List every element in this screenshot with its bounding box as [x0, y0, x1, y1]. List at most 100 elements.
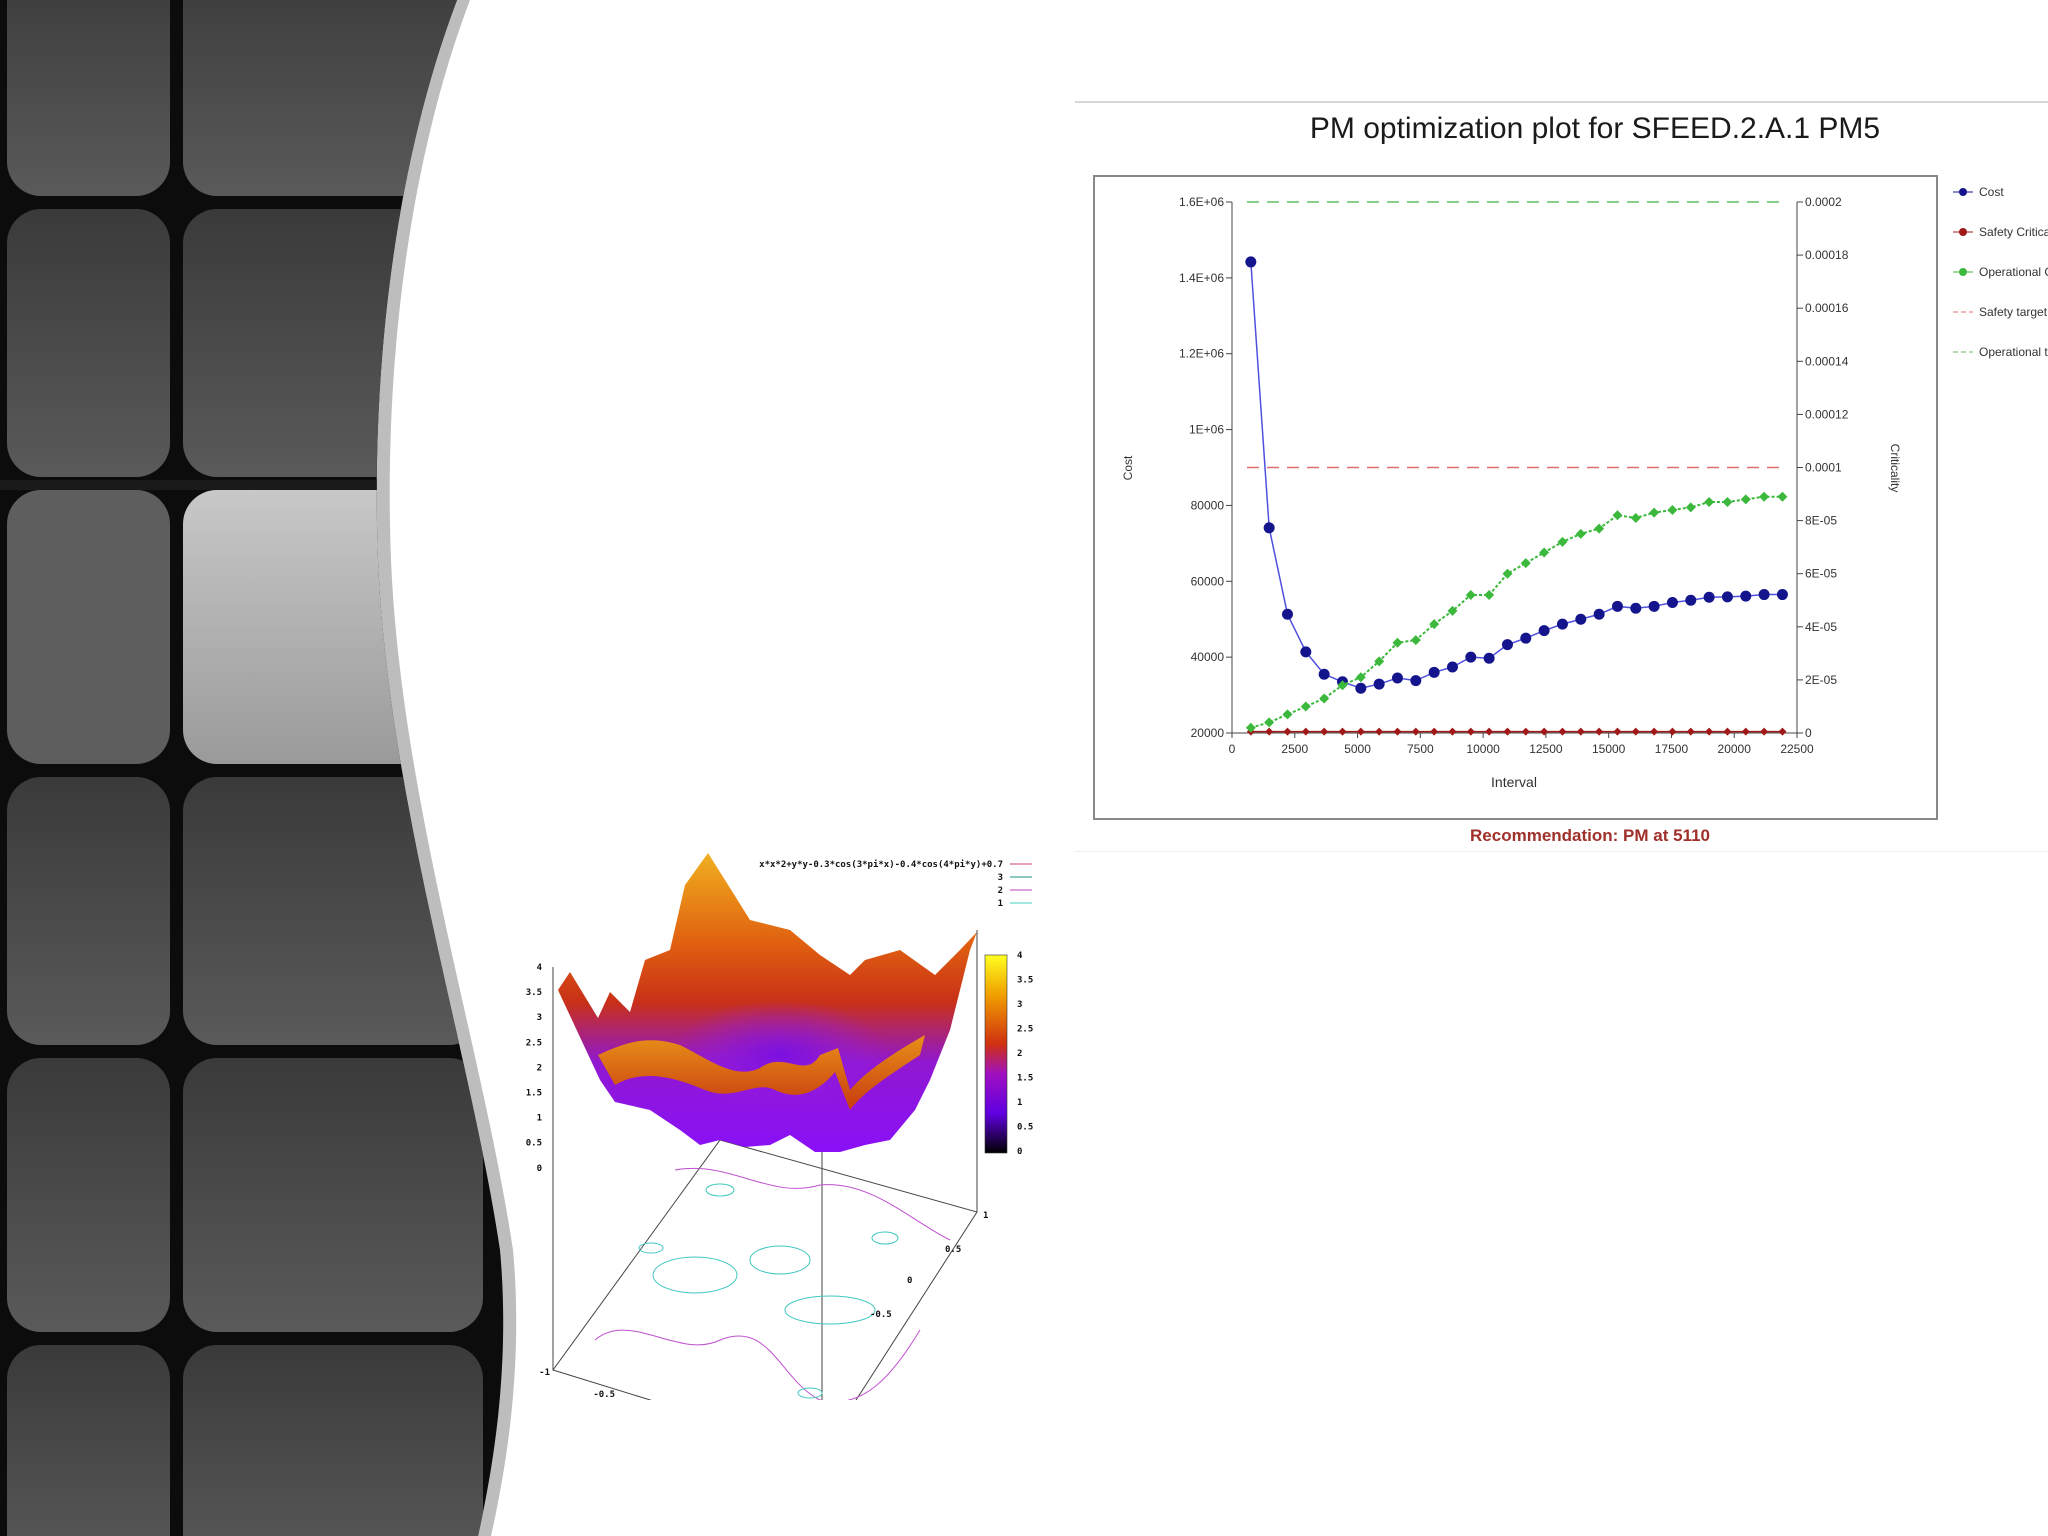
x-tick-label: 0	[1229, 742, 1236, 756]
y-tick-label: 0.5	[945, 1245, 961, 1255]
z-tick-label: 2.5	[526, 1038, 542, 1048]
safety-criticality-point	[1503, 727, 1512, 736]
y2-tick-label: 2E-05	[1805, 673, 1837, 687]
safety-criticality-point	[1301, 727, 1310, 736]
safety-criticality-point	[1778, 727, 1787, 736]
safety-criticality-point	[1650, 727, 1659, 736]
x-tick-label: 12500	[1529, 742, 1563, 756]
y-tick-label: 40000	[1191, 650, 1225, 664]
operational-criticality-point	[1245, 722, 1256, 733]
cost-point	[1263, 522, 1275, 534]
function-legend-label: x*x*2+y*y-0.3*cos(3*pi*x)-0.4*cos(4*pi*y…	[759, 859, 1003, 870]
colorbar-tick-label: 2	[1017, 1049, 1022, 1059]
operational-criticality-point	[1704, 497, 1715, 508]
legend-label: Cost	[1979, 185, 2004, 199]
contour-legend-label: 2	[998, 886, 1003, 896]
cost-point	[1648, 600, 1660, 612]
cost-point	[1391, 672, 1403, 684]
cost-point	[1776, 589, 1788, 601]
operational-criticality-point	[1612, 510, 1623, 521]
z-tick-label: 4	[537, 963, 543, 973]
y-tick-label: 1E+06	[1189, 423, 1224, 437]
z-tick-label: 1.5	[526, 1089, 542, 1099]
cost-point	[1611, 600, 1623, 612]
cost-point	[1465, 651, 1477, 663]
y-tick-label: 80000	[1191, 498, 1225, 512]
colorbar-tick-label: 3	[1017, 1000, 1022, 1010]
safety-criticality-point	[1411, 727, 1420, 736]
x-tick-label: 17500	[1655, 742, 1689, 756]
surface-plot: 4 3.5 3 2.5 2 1.5 1 0.5 0 4 3.5 3 2.5 2 1.5 1 0.5 0 -1 -0.5…	[526, 853, 1033, 1400]
y2-tick-label: 0.0002	[1805, 195, 1842, 209]
chart-title: PM optimization plot for SFEED.2.A.1 PM5	[1309, 112, 1881, 145]
operational-criticality-point	[1465, 589, 1476, 600]
x-tick-label: -1	[539, 1368, 550, 1378]
cost-point	[1575, 613, 1587, 625]
operational-criticality-point	[1557, 536, 1568, 547]
safety-criticality-point	[1705, 727, 1714, 736]
y-tick-label: 1	[983, 1211, 988, 1221]
y2-tick-label: 0.00014	[1805, 354, 1849, 368]
cost-point	[1501, 639, 1513, 651]
operational-criticality-point	[1630, 512, 1641, 523]
safety-criticality-point	[1320, 727, 1329, 736]
operational-criticality-point	[1740, 494, 1751, 505]
safety-criticality-point	[1375, 727, 1384, 736]
recommendation-text: Recommendation: PM at 5110	[1470, 826, 1710, 845]
contour-lines	[594, 1168, 951, 1400]
safety-criticality-point	[1668, 727, 1677, 736]
y2-tick-label: 6E-05	[1805, 567, 1837, 581]
y2-tick-label: 0.00012	[1805, 407, 1849, 421]
operational-criticality-point	[1539, 547, 1550, 558]
x-tick-label: 10000	[1466, 742, 1500, 756]
safety-criticality-point	[1760, 727, 1769, 736]
x-tick-label: 20000	[1718, 742, 1752, 756]
safety-criticality-point	[1558, 727, 1567, 736]
safety-criticality-point	[1723, 727, 1732, 736]
colorbar-tick-label: 0.5	[1017, 1123, 1033, 1133]
operational-criticality-point	[1520, 558, 1531, 569]
y-tick-label: 1.2E+06	[1179, 347, 1224, 361]
operational-criticality-point	[1374, 656, 1385, 667]
cost-point	[1373, 678, 1385, 690]
safety-criticality-point	[1485, 727, 1494, 736]
cost-point	[1685, 594, 1697, 606]
y2-axis-title: Criticality	[1888, 444, 1902, 493]
operational-criticality-point	[1410, 635, 1421, 646]
cost-point	[1300, 646, 1312, 658]
chart-legend: Cost Safety Criticality Operational Critic…	[1953, 185, 2048, 359]
safety-criticality-point	[1283, 727, 1292, 736]
y2-tick-label: 0.00016	[1805, 301, 1849, 315]
operational-criticality-point	[1319, 693, 1330, 704]
y2-tick-label: 8E-05	[1805, 514, 1837, 528]
colorbar-tick-label: 1	[1017, 1098, 1022, 1108]
y-tick-label: 1.6E+06	[1179, 195, 1224, 209]
safety-criticality-point	[1576, 727, 1585, 736]
operational-criticality-point	[1355, 672, 1366, 683]
safety-criticality-point	[1631, 727, 1640, 736]
z-tick-label: 0.5	[526, 1139, 542, 1149]
legend-label: Operational target	[1979, 345, 2048, 359]
x-tick-label: 5000	[1344, 742, 1371, 756]
safety-criticality-point	[1430, 727, 1439, 736]
x-tick-label: 22500	[1780, 742, 1814, 756]
colorbar	[984, 954, 1008, 1154]
cost-point	[1740, 590, 1752, 602]
operational-criticality-point	[1685, 502, 1696, 513]
z-tick-label: 3	[537, 1013, 542, 1023]
y-tick-label: -0.5	[870, 1310, 892, 1320]
operational-criticality-point	[1484, 589, 1495, 600]
operational-criticality-point	[1667, 504, 1678, 515]
contour-legend-label: 3	[998, 873, 1003, 883]
safety-criticality-point	[1448, 727, 1457, 736]
y2-tick-label: 0.00018	[1805, 248, 1849, 262]
operational-criticality-point	[1300, 701, 1311, 712]
decorative-tile-panel	[0, 0, 517, 1536]
safety-criticality-point	[1741, 727, 1750, 736]
cost-point	[1538, 625, 1550, 637]
operational-criticality-point	[1282, 709, 1293, 720]
operational-criticality-point	[1777, 491, 1788, 502]
y2-tick-label: 4E-05	[1805, 620, 1837, 634]
cost-point	[1281, 608, 1293, 620]
y-tick-label: 20000	[1191, 726, 1225, 740]
